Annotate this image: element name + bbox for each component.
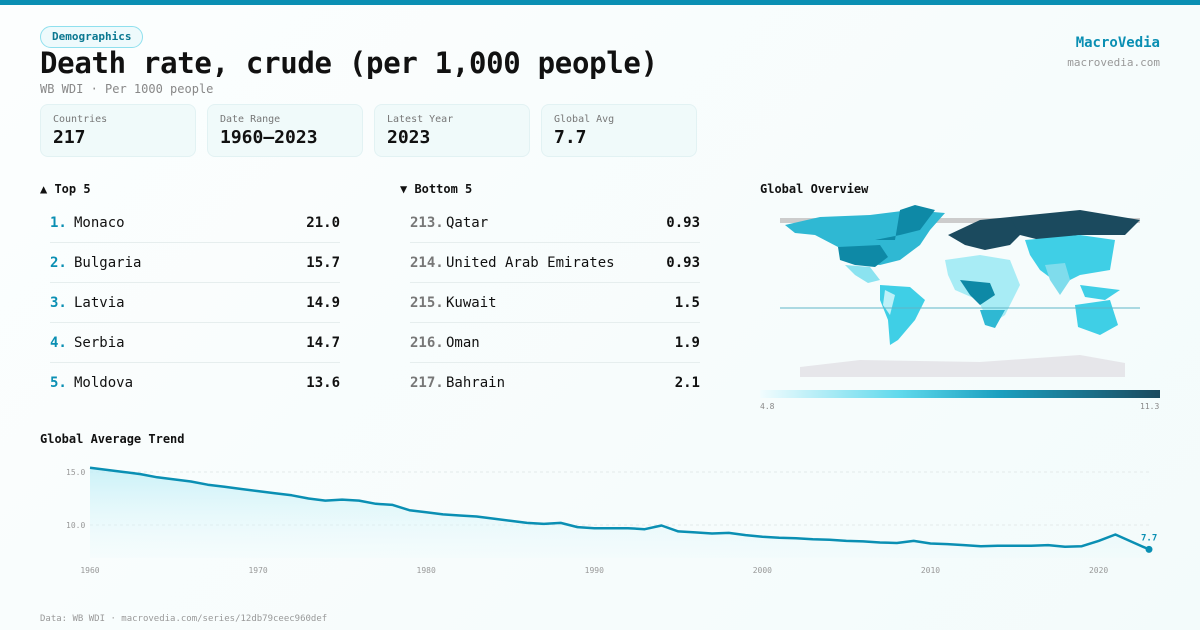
bottom-5-heading: ▼ Bottom 5 <box>400 182 473 196</box>
stat-label: Date Range <box>220 114 281 125</box>
country-name: United Arab Emirates <box>446 254 615 271</box>
stat-card-date-range: Date Range 1960–2023 <box>207 104 363 157</box>
map-region-central-america[interactable] <box>845 265 880 283</box>
top-accent-bar <box>0 0 1200 5</box>
stat-label: Latest Year <box>387 114 454 125</box>
trend-chart-title: Global Average Trend <box>40 432 185 446</box>
stat-value: 2023 <box>387 127 431 148</box>
rank: 214. <box>410 254 444 271</box>
stat-value: 217 <box>53 127 86 148</box>
data-point <box>1145 545 1153 553</box>
country-name: Monaco <box>74 214 125 231</box>
rank: 3. <box>50 294 67 311</box>
list-item[interactable]: 213. Qatar 0.93 <box>410 203 700 243</box>
map-region-antarctica[interactable] <box>800 355 1125 377</box>
map-region-indonesia[interactable] <box>1080 285 1120 300</box>
map-region-peru[interactable] <box>883 290 895 315</box>
map-region-greenland[interactable] <box>875 205 935 240</box>
map-region-south-africa[interactable] <box>980 310 1005 328</box>
value: 0.93 <box>666 214 700 231</box>
brand-url[interactable]: macrovedia.com <box>1067 56 1160 69</box>
value: 2.1 <box>674 375 700 391</box>
map-region-australia[interactable] <box>1075 300 1118 335</box>
list-item[interactable]: 217. Bahrain 2.1 <box>410 363 700 403</box>
country-name: Latvia <box>74 294 125 311</box>
category-badge[interactable]: Demographics <box>40 26 144 48</box>
value: 0.93 <box>666 254 700 271</box>
page-title: Death rate, crude (per 1,000 people) <box>40 46 658 80</box>
rank: 217. <box>410 375 444 391</box>
map-artifact-band <box>780 218 1140 223</box>
stat-label: Countries <box>53 114 108 125</box>
map-color-legend <box>760 390 1160 398</box>
map-region-asia[interactable] <box>1025 235 1115 285</box>
rank: 213. <box>410 214 444 231</box>
value: 14.9 <box>306 294 340 311</box>
rank: 216. <box>410 334 444 351</box>
country-name: Qatar <box>446 214 489 231</box>
country-name: Oman <box>446 334 480 351</box>
stat-value: 7.7 <box>554 127 587 148</box>
list-item[interactable]: 214. United Arab Emirates 0.93 <box>410 243 700 283</box>
rank: 5. <box>50 375 67 391</box>
stat-card-latest-year: Latest Year 2023 <box>374 104 530 157</box>
end-value-label: 7.7 <box>1141 533 1157 543</box>
stat-label: Global Avg <box>554 114 615 125</box>
rank: 215. <box>410 294 444 311</box>
list-item[interactable]: 216. Oman 1.9 <box>410 323 700 363</box>
top-5-list: 1. Monaco 21.0 2. Bulgaria 15.7 3. Latvia 14.9 4.… <box>50 203 340 403</box>
value: 13.6 <box>306 375 340 391</box>
x-tick-label: 2010 <box>921 566 940 575</box>
y-tick-label: 15.0 <box>66 468 85 477</box>
list-item[interactable]: 5. Moldova 13.6 <box>50 363 340 403</box>
value: 14.7 <box>306 334 340 351</box>
x-tick-label: 2000 <box>753 566 772 575</box>
page-subtitle: WB WDI · Per 1000 people <box>40 82 214 96</box>
map-region-usa[interactable] <box>838 245 888 267</box>
list-item[interactable]: 4. Serbia 14.7 <box>50 323 340 363</box>
map-region-europe[interactable] <box>948 217 1025 250</box>
list-item[interactable]: 2. Bulgaria 15.7 <box>50 243 340 283</box>
map-region-india[interactable] <box>1045 263 1070 295</box>
list-item[interactable]: 3. Latvia 14.9 <box>50 283 340 323</box>
x-tick-label: 1960 <box>80 566 99 575</box>
value: 1.9 <box>674 334 700 351</box>
x-tick-label: 1970 <box>248 566 267 575</box>
y-tick-label: 10.0 <box>66 521 85 530</box>
map-heading: Global Overview <box>760 182 869 196</box>
stat-value: 1960–2023 <box>220 127 318 148</box>
country-name: Moldova <box>74 375 134 391</box>
list-item[interactable]: 215. Kuwait 1.5 <box>410 283 700 323</box>
world-map[interactable] <box>780 205 1140 380</box>
x-tick-label: 1980 <box>417 566 436 575</box>
country-name: Kuwait <box>446 294 497 311</box>
trend-line <box>89 466 1150 551</box>
x-tick-label: 2020 <box>1089 566 1108 575</box>
legend-min-label: 4.8 <box>760 402 775 411</box>
list-item[interactable]: 1. Monaco 21.0 <box>50 203 340 243</box>
bottom-5-list: 213. Qatar 0.93 214. United Arab Emirates 0.9… <box>410 203 700 403</box>
top-5-heading: ▲ Top 5 <box>40 182 91 196</box>
value: 15.7 <box>306 254 340 271</box>
legend-max-label: 11.3 <box>1140 402 1160 411</box>
map-region-central-africa[interactable] <box>960 280 995 305</box>
country-name: Serbia <box>74 334 125 351</box>
x-tick-label: 1990 <box>585 566 604 575</box>
rank: 2. <box>50 254 67 271</box>
value: 1.5 <box>674 294 700 311</box>
map-region-russia[interactable] <box>1010 210 1140 240</box>
brand-logo[interactable]: MacroVedia <box>1075 35 1160 51</box>
footer-source: Data: WB WDI · macrovedia.com/series/12d… <box>40 614 328 624</box>
country-name: Bulgaria <box>74 254 142 271</box>
stat-card-countries: Countries 217 <box>40 104 196 157</box>
value: 21.0 <box>306 214 340 231</box>
trend-chart: 15.0 10.0 1960 1970 1980 1990 2000 2010 2020 7.7 <box>66 466 1157 575</box>
stat-card-global-avg: Global Avg 7.7 <box>541 104 697 157</box>
rank: 1. <box>50 214 67 231</box>
trend-area <box>90 467 1149 558</box>
rank: 4. <box>50 334 67 351</box>
country-name: Bahrain <box>446 375 506 391</box>
